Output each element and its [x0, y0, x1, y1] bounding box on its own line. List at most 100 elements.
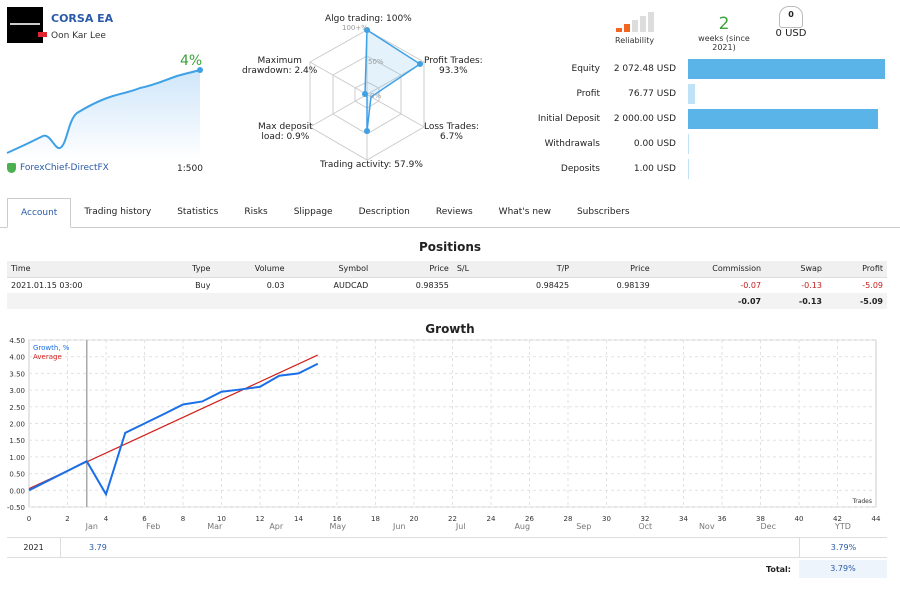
x-tick-label: 28 — [564, 515, 573, 523]
month-label: Aug — [514, 522, 531, 531]
tab-trading-history[interactable]: Trading history — [84, 207, 152, 217]
country-flag-icon — [38, 32, 47, 37]
y-tick-label: 3.50 — [9, 370, 25, 378]
x-tick-label: 22 — [448, 515, 457, 523]
tab-description[interactable]: Description — [358, 207, 410, 217]
tab-slippage[interactable]: Slippage — [293, 207, 333, 217]
tab-what-s-new[interactable]: What's new — [498, 207, 551, 217]
month-label: Mar — [207, 522, 223, 531]
broker-link[interactable]: ForexChief-DirectFX — [7, 163, 109, 173]
radar-scale-50: 50% — [368, 58, 384, 66]
month-label: Dec — [760, 522, 776, 531]
verified-shield-icon — [7, 163, 16, 173]
radar-chart — [309, 27, 425, 161]
cell: AUDCAD — [333, 280, 369, 290]
x-tick-label: 44 — [872, 515, 881, 523]
cell: -5.09 — [862, 280, 883, 290]
month-label: Jan — [85, 522, 98, 531]
total-row: Total: 3.79% — [700, 560, 887, 578]
y-tick-label: 4.00 — [9, 354, 25, 362]
value: 1.00 USD — [633, 164, 676, 174]
weeks-stat: 2 weeks (since 2021) — [688, 14, 760, 52]
x-tick-label: 14 — [294, 515, 303, 523]
subscribers-usd: 0 USD — [775, 28, 807, 39]
account-row-equity: Equity 2 072.48 USD — [530, 59, 890, 79]
value: 93.3% — [439, 66, 468, 76]
radar-loss-trades: Loss Trades: 6.7% — [424, 122, 479, 142]
label: Profit Trades: — [424, 56, 483, 66]
x-tick-label: 36 — [718, 515, 727, 523]
radar-trading-activity: Trading activity: 57.9% — [320, 160, 423, 170]
month-label: May — [329, 522, 347, 531]
month-label: Feb — [146, 522, 161, 531]
column-header[interactable]: Price — [372, 261, 453, 278]
column-header[interactable]: Type — [162, 261, 215, 278]
value: 6.7% — [440, 132, 463, 142]
value-bar — [688, 84, 696, 104]
x-tick-label: 12 — [256, 515, 265, 523]
radar-profit-trades: Profit Trades: 93.3% — [424, 56, 483, 76]
tab-reviews[interactable]: Reviews — [435, 207, 473, 217]
x-tick-label: 32 — [641, 515, 650, 523]
weeks-label: weeks (since 2021) — [698, 34, 750, 52]
column-header[interactable]: Price — [573, 261, 654, 278]
value-bar — [688, 109, 879, 129]
column-header[interactable]: Symbol — [288, 261, 373, 278]
cell: 0.98355 — [415, 280, 449, 290]
legend-entry: Growth, % — [33, 344, 70, 352]
cell: 0.03 — [266, 280, 285, 290]
radar-max-deposit-load: Max deposit load: 0.9% — [258, 122, 313, 142]
account-row-initial-deposit: Initial Deposit 2 000.00 USD — [530, 109, 890, 129]
tab-subscribers[interactable]: Subscribers — [576, 207, 630, 217]
tab-risks[interactable]: Risks — [244, 207, 268, 217]
x-tick-label: 18 — [371, 515, 380, 523]
table-row[interactable]: 2021.01.15 03:00 Buy 0.03 AUDCAD 0.98355 0.98… — [7, 277, 887, 293]
series-line-growth — [28, 362, 319, 497]
account-row-profit: Profit 76.77 USD — [530, 84, 890, 104]
x-tick-label: 20 — [410, 515, 419, 523]
tab-statistics[interactable]: Statistics — [177, 207, 219, 217]
x-tick-label: 30 — [602, 515, 611, 523]
x-tick-label: 2 — [65, 515, 69, 523]
x-tick-label: 42 — [833, 515, 842, 523]
value: 0.00 USD — [633, 139, 676, 149]
y-tick-label: 0.50 — [9, 471, 25, 479]
y-tick-label: 0.00 — [9, 487, 25, 495]
column-header[interactable]: T/P — [492, 261, 574, 278]
value: drawdown: 2.4% — [242, 66, 318, 76]
tab-bar: Account Trading history Statistics Risks Sli… — [0, 198, 900, 228]
tab-account[interactable]: Account — [7, 198, 72, 228]
x-tick-label: 6 — [142, 515, 147, 523]
radar-scale-0: 0% — [370, 92, 382, 100]
column-header[interactable]: Time — [7, 261, 163, 278]
label: Max deposit — [258, 122, 313, 132]
mini-growth-chart — [6, 67, 203, 160]
column-header[interactable]: Profit — [825, 261, 887, 278]
total-profit: -5.09 — [825, 293, 887, 309]
column-header[interactable]: Commission — [653, 261, 766, 278]
y-tick-label: 2.00 — [9, 421, 25, 429]
growth-title: Growth — [425, 322, 475, 336]
totals-row: -0.07 -0.13 -5.09 — [7, 293, 887, 309]
weeks-value: 2 — [718, 14, 730, 34]
column-header[interactable]: Volume — [214, 261, 289, 278]
cell: -0.07 — [740, 280, 762, 290]
total-value: 3.79% — [799, 560, 887, 578]
year-label: 2021 — [7, 537, 61, 558]
legend-entry: Average — [33, 353, 62, 361]
author-name[interactable]: Oon Kar Lee — [51, 31, 106, 41]
cell: -0.13 — [801, 280, 822, 290]
month-label: Jul — [455, 522, 466, 531]
value-bar — [688, 134, 689, 154]
month-label: Sep — [576, 522, 592, 531]
column-header[interactable]: S/L — [452, 261, 493, 278]
broker-name[interactable]: ForexChief-DirectFX — [20, 163, 109, 173]
column-header[interactable]: Swap — [765, 261, 826, 278]
label: Withdrawals — [544, 139, 600, 149]
x-tick-label: 0 — [27, 515, 31, 523]
signal-title[interactable]: CORSA EA — [51, 12, 114, 25]
value: load: 0.9% — [261, 132, 310, 142]
label: Maximum — [257, 56, 302, 66]
reliability-bars-icon — [615, 12, 654, 32]
account-logo — [7, 7, 43, 43]
